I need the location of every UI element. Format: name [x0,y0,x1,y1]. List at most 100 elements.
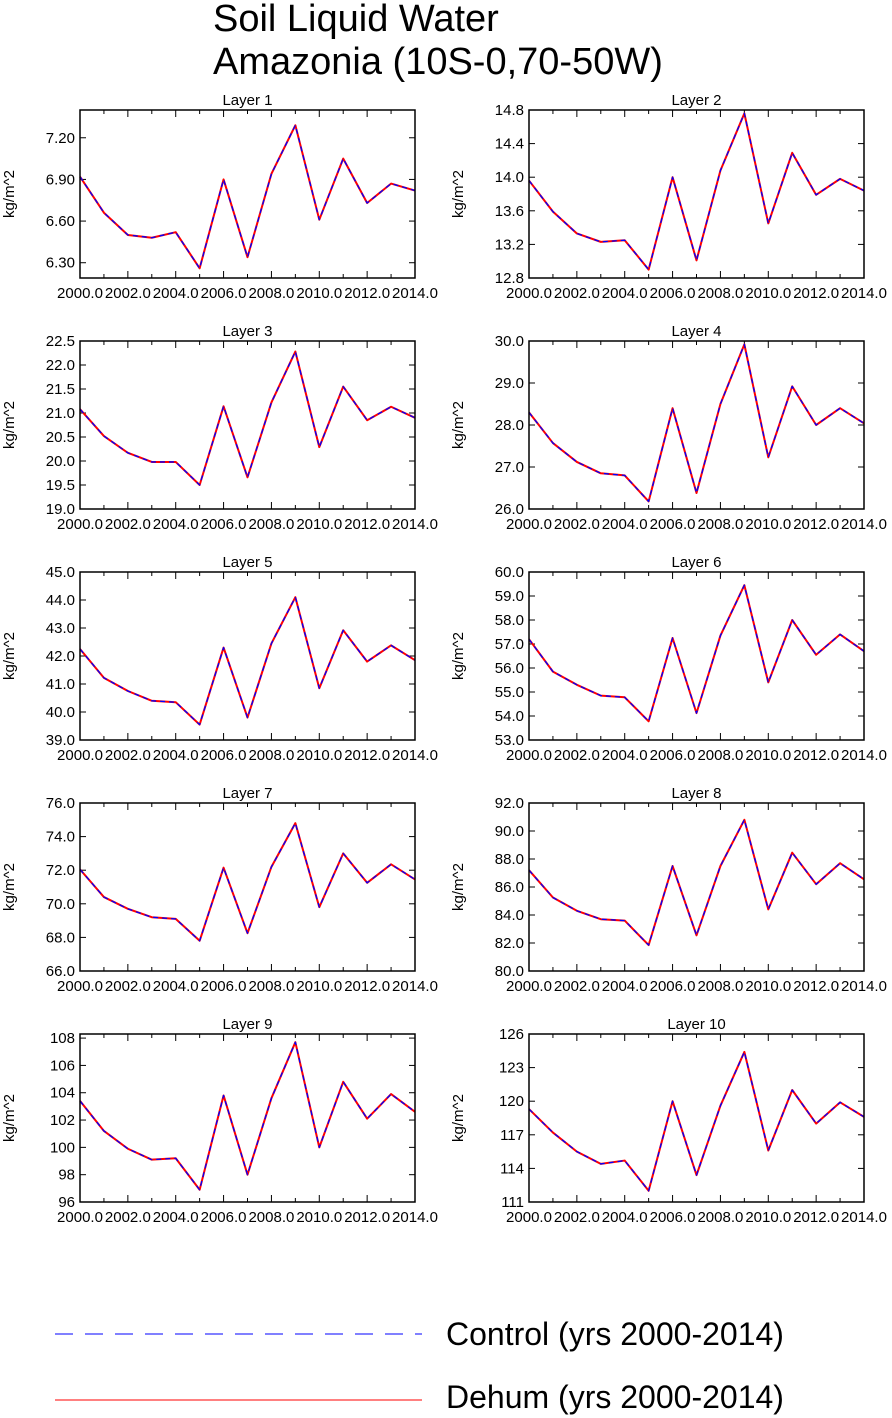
series-line-dehum [79,822,416,942]
y-tick-label: 114 [500,1160,524,1177]
y-tick-label: 6.30 [46,255,75,272]
y-tick-label: 111 [501,1194,524,1211]
x-tick-label: 2014.0 [841,285,887,302]
y-tick-label: 43.0 [46,620,75,637]
y-tick-label: 59.0 [495,588,524,605]
x-tick-label: 2006.0 [201,285,247,302]
x-tick-label: 2010.0 [296,516,342,533]
series-line-control [79,1041,416,1191]
x-tick-label: 2004.0 [153,285,199,302]
series-line-control [79,124,416,269]
x-tick-label: 2010.0 [745,1209,791,1226]
x-tick-label: 2008.0 [248,1209,294,1226]
x-tick-label: 2006.0 [650,747,696,764]
series-line-control [528,112,865,271]
x-tick-label: 2010.0 [745,285,791,302]
y-axis-label: kg/m^2 [450,1094,467,1142]
chart-title: Layer 3 [222,323,272,340]
x-tick-label: 2004.0 [602,285,648,302]
x-tick-label: 2010.0 [296,978,342,995]
x-tick-label: 2008.0 [697,516,743,533]
x-tick-label: 2004.0 [602,516,648,533]
x-tick-label: 2004.0 [602,978,648,995]
plot-frame [79,802,416,972]
x-tick-label: 2000.0 [506,978,552,995]
y-tick-label: 60.0 [495,564,524,581]
chart-title: Layer 6 [671,554,721,571]
chart-panel-layer-8: Layer 8 kg/m^2 80.0 82.0 84.0 86.0 88.0 90.0 92.… [450,785,887,995]
x-tick-label: 2004.0 [153,747,199,764]
x-tick-label: 2014.0 [841,978,887,995]
y-tick-label: 26.0 [495,501,524,518]
y-axis-label: kg/m^2 [1,170,18,218]
y-tick-label: 72.0 [46,862,75,879]
x-tick-label: 2002.0 [105,978,151,995]
x-tick-label: 2002.0 [105,747,151,764]
series-line-dehum [528,584,865,723]
x-tick-label: 2014.0 [392,978,438,995]
x-tick-label: 2002.0 [105,1209,151,1226]
x-tick-label: 2006.0 [201,978,247,995]
chart-panel-layer-7: Layer 7 kg/m^2 66.0 68.0 70.0 72.0 74.0 76.0 200… [1,785,438,995]
y-tick-label: 117 [500,1127,524,1144]
plot-frame [528,802,865,972]
chart-title: Layer 8 [671,785,721,802]
series-line-control [528,584,865,722]
chart-panel-layer-1: Layer 1 kg/m^2 6.30 6.60 6.90 7.20 2000.0 2002.… [1,92,438,302]
series-line-dehum [528,112,865,271]
x-tick-label: 2012.0 [344,516,390,533]
x-tick-label: 2014.0 [392,285,438,302]
series-line-control [79,350,416,486]
x-tick-label: 2010.0 [296,285,342,302]
y-axis-label: kg/m^2 [450,401,467,449]
chart-panel-layer-6: Layer 6 kg/m^2 53.0 54.0 55.0 56.0 57.0 58.0 59.… [450,554,887,764]
x-tick-label: 2012.0 [793,516,839,533]
y-tick-label: 20.5 [46,429,75,446]
x-tick-label: 2014.0 [392,516,438,533]
x-tick-label: 2012.0 [793,747,839,764]
series-line-dehum [79,124,416,270]
x-tick-label: 2006.0 [201,747,247,764]
x-tick-label: 2014.0 [841,516,887,533]
y-tick-label: 102 [50,1112,75,1129]
y-axis-label: kg/m^2 [450,632,467,680]
figure-title-line-2: Amazonia (10S-0,70-50W) [213,41,663,83]
y-tick-label: 21.0 [46,405,75,422]
legend-dehum-label: Dehum (yrs 2000-2014) [446,1379,784,1415]
plot-frame [79,571,416,741]
x-tick-label: 2010.0 [745,978,791,995]
x-tick-label: 2000.0 [57,516,103,533]
y-axis-label: kg/m^2 [450,170,467,218]
x-tick-label: 2008.0 [248,516,294,533]
x-tick-label: 2006.0 [201,516,247,533]
y-tick-label: 21.5 [46,381,75,398]
x-tick-label: 2000.0 [57,747,103,764]
x-tick-label: 2006.0 [201,1209,247,1226]
chart-panel-layer-3: Layer 3 kg/m^2 19.0 19.5 20.0 20.5 21.0 21.5 22.… [1,323,438,533]
plot-frame [528,1033,865,1203]
y-tick-label: 22.5 [46,333,75,350]
plot-frame [528,109,865,279]
y-tick-label: 28.0 [495,417,524,434]
x-tick-label: 2012.0 [344,285,390,302]
series-line-control [528,1051,865,1192]
y-tick-label: 98 [58,1167,75,1184]
y-tick-label: 106 [50,1057,75,1074]
y-axis-label: kg/m^2 [1,632,18,680]
x-tick-label: 2000.0 [506,516,552,533]
y-tick-label: 41.0 [46,676,75,693]
y-tick-label: 14.0 [495,169,524,186]
y-tick-label: 20.0 [46,453,75,470]
y-tick-label: 6.90 [46,171,75,188]
series-line-dehum [528,818,865,947]
y-tick-label: 53.0 [495,732,524,749]
x-tick-label: 2008.0 [248,978,294,995]
y-tick-label: 19.0 [46,501,75,518]
y-tick-label: 14.4 [495,136,524,153]
x-tick-label: 2002.0 [105,285,151,302]
x-tick-label: 2008.0 [697,1209,743,1226]
x-tick-label: 2000.0 [506,1209,552,1226]
y-tick-label: 54.0 [495,708,524,725]
